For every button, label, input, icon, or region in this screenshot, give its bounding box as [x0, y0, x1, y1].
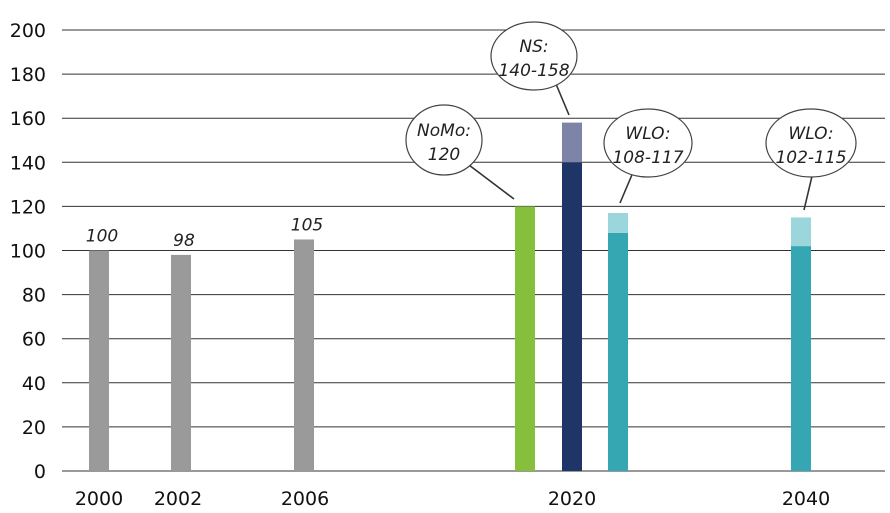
- x-tick-label: 2006: [281, 488, 329, 510]
- data-label: 98: [173, 231, 195, 251]
- callouts: NoMo: 120 NS: 140-158 WLO: 108-117 WLO: 102-115: [405, 21, 857, 211]
- x-tick-label: 2020: [548, 488, 596, 510]
- x-tick-label: 2002: [154, 488, 202, 510]
- callout-pointer: [555, 83, 570, 116]
- bars: [89, 122, 811, 472]
- callout: WLO: 102-115: [765, 108, 857, 211]
- bar: [171, 254, 191, 471]
- callout: WLO: 108-117: [603, 108, 693, 204]
- bar: [562, 162, 582, 472]
- bar-range-segment: [791, 217, 811, 247]
- bar: [791, 246, 811, 471]
- callout-bubble: [405, 104, 483, 176]
- bar-range-segment: [562, 122, 582, 163]
- callout-label-line2: 120: [428, 145, 460, 165]
- y-tick-label: 20: [22, 417, 46, 439]
- bar: [515, 206, 535, 471]
- y-tick-label: 140: [10, 152, 46, 174]
- callout-pointer: [464, 161, 515, 200]
- callout-bubble: [765, 108, 857, 178]
- bar: [294, 239, 314, 471]
- callout-label-line2: 108-117: [612, 148, 683, 168]
- bar: [608, 232, 628, 471]
- y-tick-label: 120: [10, 196, 46, 218]
- x-axis-ticks: 2000 2002 2006 2020 2040: [75, 488, 830, 510]
- data-label: 100: [86, 227, 118, 247]
- y-tick-label: 200: [10, 20, 46, 42]
- callout-label-line1: NoMo:: [417, 121, 471, 141]
- callout-label-line1: WLO:: [788, 124, 833, 144]
- x-tick-label: 2000: [75, 488, 123, 510]
- callout-pointer: [619, 169, 635, 204]
- x-tick-label: 2040: [782, 488, 830, 510]
- callout: NoMo: 120: [405, 104, 515, 200]
- data-label: 105: [291, 215, 323, 235]
- y-tick-label: 100: [10, 241, 46, 263]
- callout-bubble: [603, 108, 693, 178]
- y-axis-ticks: 0 20 40 60 80 100 120 140 160 180 200: [10, 20, 46, 483]
- callout-pointer: [803, 171, 814, 211]
- y-tick-label: 60: [22, 329, 46, 351]
- bar-range-segment: [608, 213, 628, 233]
- y-tick-label: 160: [10, 108, 46, 130]
- y-tick-label: 0: [34, 461, 46, 483]
- y-tick-label: 180: [10, 64, 46, 86]
- callout-label-line2: 140-158: [498, 61, 569, 81]
- callout: NS: 140-158: [490, 21, 578, 116]
- callout-label-line1: WLO:: [625, 124, 670, 144]
- y-tick-label: 40: [22, 373, 46, 395]
- callout-label-line2: 102-115: [775, 148, 846, 168]
- y-tick-label: 80: [22, 285, 46, 307]
- bar: [89, 250, 109, 471]
- data-labels: 100 98 105: [86, 215, 323, 250]
- callout-label-line1: NS:: [519, 37, 548, 57]
- callout-bubble: [490, 21, 578, 91]
